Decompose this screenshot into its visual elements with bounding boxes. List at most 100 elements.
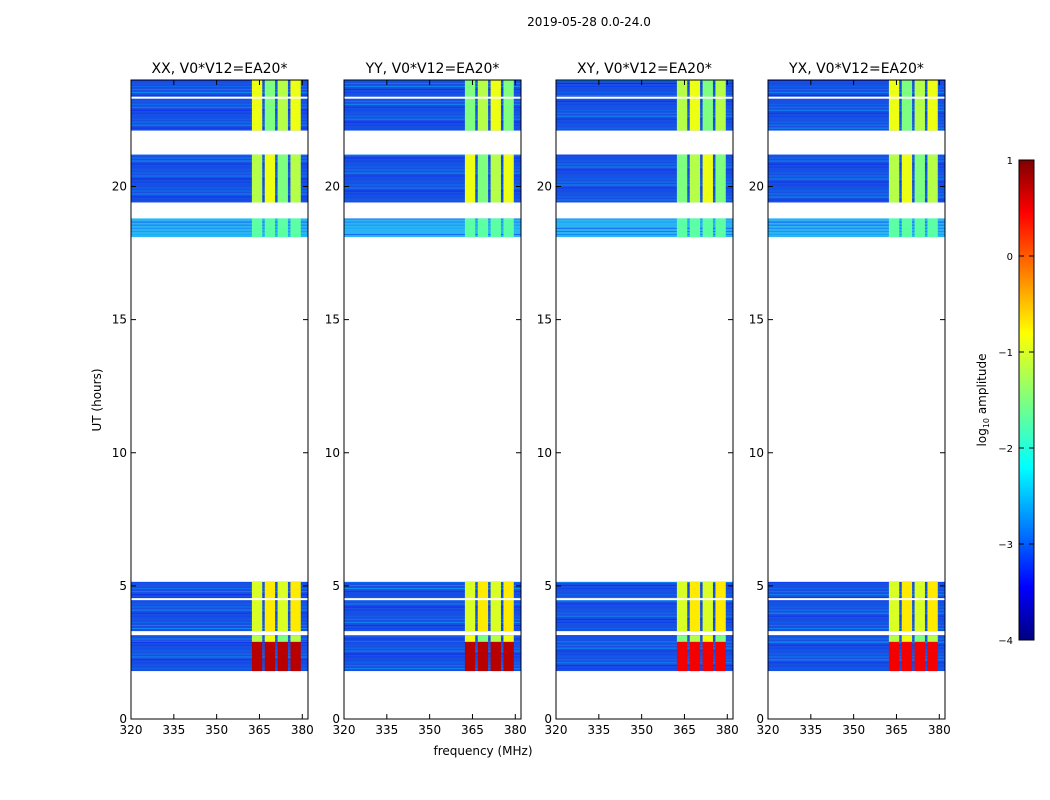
noise-row [131, 175, 308, 177]
noise-row [344, 181, 521, 183]
noise-row [344, 172, 521, 174]
noise-row [131, 184, 308, 186]
noise-row [768, 621, 945, 623]
rfi-channel [715, 635, 726, 642]
noise-row [344, 584, 521, 586]
noise-row [344, 88, 521, 90]
rfi-channel [290, 80, 301, 131]
noise-row [768, 166, 945, 168]
noise-row [556, 218, 733, 220]
noise-row [768, 112, 945, 114]
noise-row [344, 221, 521, 223]
rfi-channel [464, 154, 476, 203]
noise-row [556, 644, 733, 646]
noise-row [556, 94, 733, 96]
noise-row [131, 227, 308, 229]
panel-1: XX, V0*V12=EA20* 320 335 350 365 380 0 5 10 15 20 [112, 61, 314, 737]
noise-row [768, 628, 945, 630]
x-tick-label: 320 [120, 723, 143, 737]
y-tick-label: 20 [325, 180, 340, 194]
x-tick-label: 380 [504, 723, 527, 737]
noise-row [131, 157, 308, 159]
rfi-channel [689, 581, 701, 632]
noise-row [344, 665, 521, 667]
noise-row [131, 178, 308, 180]
x-tick-label: 365 [248, 723, 271, 737]
noise-row [131, 224, 308, 226]
y-tick-label: 15 [749, 313, 764, 327]
rfi-channel [702, 154, 713, 203]
noise-row [768, 647, 945, 649]
noise-row [131, 127, 308, 129]
rfi-channel [251, 635, 263, 642]
noise-row [768, 178, 945, 180]
rfi-channel [901, 80, 913, 131]
noise-row [131, 644, 308, 646]
noise-row [556, 121, 733, 123]
noise-row [556, 193, 733, 195]
x-tick-label: 335 [375, 723, 398, 737]
noise-row [556, 118, 733, 120]
noise-row [768, 193, 945, 195]
noise-row [344, 609, 521, 611]
noise-row [344, 184, 521, 186]
noise-row [556, 600, 733, 602]
data-block [131, 218, 308, 238]
noise-row [131, 641, 308, 643]
rfi-channel [464, 218, 476, 238]
noise-row [768, 85, 945, 87]
noise-row [556, 597, 733, 599]
gap-line [556, 598, 733, 601]
rfi-channel [689, 218, 701, 238]
noise-row [556, 199, 733, 201]
y-tick-label: 20 [537, 180, 552, 194]
rfi-channel [490, 581, 501, 632]
gap-line [768, 598, 945, 601]
noise-row [131, 160, 308, 162]
data-block [768, 218, 945, 238]
noise-row [131, 109, 308, 111]
noise-row [131, 154, 308, 156]
noise-row [131, 118, 308, 120]
rfi-channel [251, 218, 263, 238]
rfi-channel [477, 581, 489, 632]
noise-row [131, 230, 308, 232]
noise-row [768, 172, 945, 174]
noise-row [768, 615, 945, 617]
panel-title: YX, V0*V12=EA20* [788, 61, 924, 77]
rfi-channel [702, 581, 713, 632]
noise-row [768, 588, 945, 590]
noise-row [556, 160, 733, 162]
rfi-channel [888, 581, 900, 632]
noise-row [131, 187, 308, 189]
noise-row [131, 653, 308, 655]
rfi-channel [277, 218, 288, 238]
noise-row [556, 124, 733, 126]
rfi-channel [927, 154, 938, 203]
noise-row [556, 190, 733, 192]
colorbar: 1 0 −1 −2 −3 −4 log10 amplitude [975, 156, 1035, 647]
noise-row [344, 112, 521, 114]
x-tick-label: 350 [418, 723, 441, 737]
x-tick-label: 335 [799, 723, 822, 737]
rfi-channel [251, 641, 263, 672]
rfi-channel [490, 641, 501, 672]
noise-row [556, 221, 733, 223]
noise-row [556, 668, 733, 670]
noise-row [556, 106, 733, 108]
noise-row [344, 659, 521, 661]
noise-row [556, 169, 733, 171]
rfi-channel [477, 641, 489, 672]
rfi-channel [715, 218, 726, 238]
noise-row [768, 227, 945, 229]
panel-frame [555, 79, 734, 720]
rfi-channel [464, 80, 476, 131]
rfi-channel [927, 80, 938, 131]
rfi-channel [901, 218, 913, 238]
x-tick-label: 380 [928, 723, 951, 737]
noise-row [768, 109, 945, 111]
noise-row [131, 181, 308, 183]
rfi-channel [689, 154, 701, 203]
noise-row [344, 85, 521, 87]
